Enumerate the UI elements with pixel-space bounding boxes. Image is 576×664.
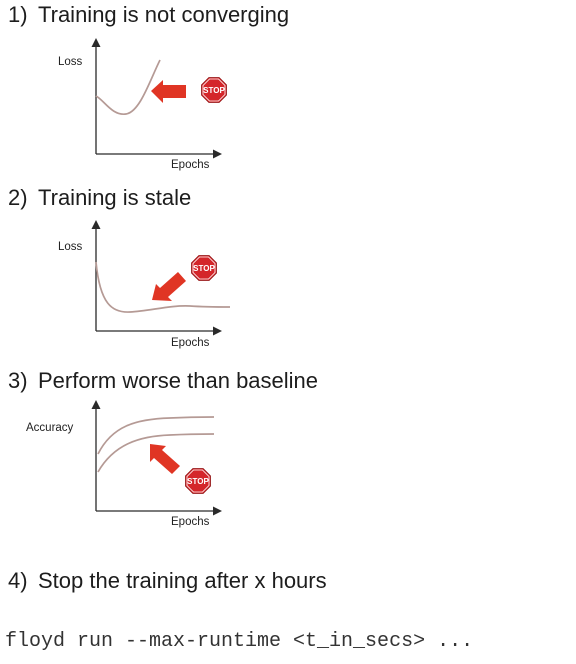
section-number: 1)	[8, 2, 28, 27]
y-axis-arrowhead	[91, 400, 101, 409]
y-axis-label: Loss	[58, 56, 83, 68]
y-axis-arrowhead	[91, 220, 101, 229]
diagram-worse-than-baseline: Accuracy Epochs STOP	[26, 400, 222, 528]
x-axis-label: Epochs	[171, 516, 210, 528]
section-title: Stop the training after x hours	[38, 568, 327, 593]
section-number: 2)	[8, 185, 28, 210]
red-arrow-icon	[151, 80, 186, 103]
section-1-heading: 1) Training is not converging	[8, 2, 289, 28]
section-2-heading: 2) Training is stale	[8, 185, 191, 211]
y-axis-arrowhead	[91, 38, 101, 47]
section-title: Perform worse than baseline	[38, 368, 319, 393]
stop-sign-icon: STOP	[191, 255, 217, 281]
red-arrow-icon	[152, 272, 186, 301]
section-title: Training is stale	[38, 185, 192, 210]
cli-command: floyd run --max-runtime <t_in_secs> ...	[5, 630, 474, 653]
stop-sign-text: STOP	[187, 477, 209, 486]
x-axis-label: Epochs	[171, 159, 210, 171]
red-arrow-icon	[150, 444, 180, 474]
section-3-heading: 3) Perform worse than baseline	[8, 368, 318, 394]
stop-sign-text: STOP	[193, 264, 215, 273]
x-axis-label: Epochs	[171, 337, 210, 349]
section-number: 4)	[8, 568, 28, 593]
stop-sign-text: STOP	[203, 86, 225, 95]
loss-curve	[95, 59, 161, 115]
model-accuracy-curve	[97, 433, 215, 473]
x-axis-arrowhead	[213, 506, 222, 516]
stop-sign-icon: STOP	[201, 77, 227, 103]
section-4-heading: 4) Stop the training after x hours	[8, 568, 327, 594]
diagram-not-converging: Loss Epochs STOP	[58, 38, 227, 171]
y-axis-label: Loss	[58, 241, 83, 253]
x-axis-arrowhead	[213, 149, 222, 159]
section-title: Training is not converging	[38, 2, 290, 27]
stop-sign-icon: STOP	[185, 468, 211, 494]
loss-curve	[95, 261, 231, 313]
section-number: 3)	[8, 368, 28, 393]
diagram-stale: Loss Epochs STOP	[58, 220, 231, 349]
baseline-accuracy-curve	[97, 416, 215, 455]
x-axis-arrowhead	[213, 326, 222, 336]
y-axis-label: Accuracy	[26, 422, 74, 434]
